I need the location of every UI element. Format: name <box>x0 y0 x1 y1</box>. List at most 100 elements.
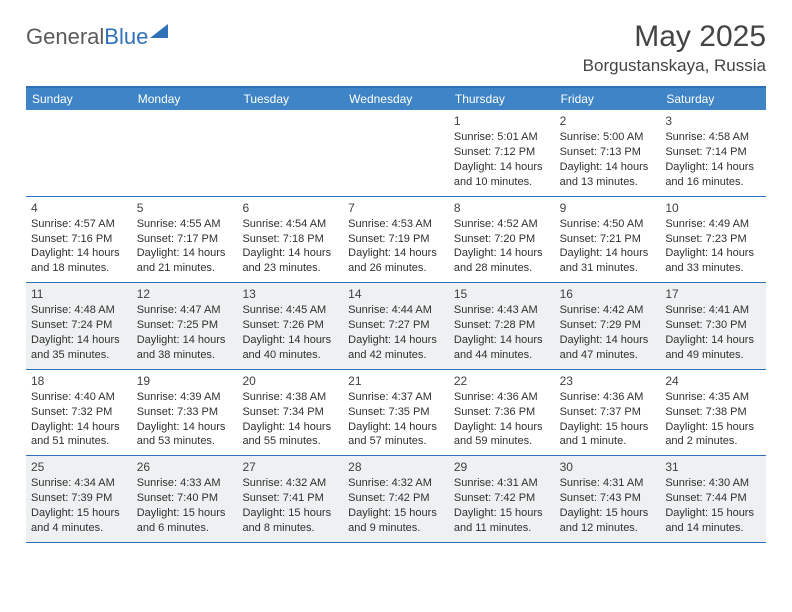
day-number: 2 <box>560 113 656 129</box>
day-number: 17 <box>665 286 761 302</box>
day-detail-line: Daylight: 14 hours and 49 minutes. <box>665 333 761 363</box>
week-row: 1Sunrise: 5:01 AMSunset: 7:12 PMDaylight… <box>26 110 766 197</box>
day-number: 29 <box>454 459 550 475</box>
day-detail-line: Sunrise: 4:38 AM <box>242 390 338 405</box>
day-number: 23 <box>560 373 656 389</box>
day-cell: 2Sunrise: 5:00 AMSunset: 7:13 PMDaylight… <box>555 110 661 196</box>
day-number: 7 <box>348 200 444 216</box>
day-detail-line: Sunset: 7:41 PM <box>242 491 338 506</box>
dayhead-row: SundayMondayTuesdayWednesdayThursdayFrid… <box>26 88 766 110</box>
day-detail-line: Daylight: 14 hours and 35 minutes. <box>31 333 127 363</box>
calendar-page: GeneralBlue May 2025 Borgustanskaya, Rus… <box>0 0 792 563</box>
day-number: 10 <box>665 200 761 216</box>
day-detail-line: Sunrise: 4:47 AM <box>137 303 233 318</box>
day-detail-line: Daylight: 15 hours and 9 minutes. <box>348 506 444 536</box>
day-detail-line: Sunset: 7:43 PM <box>560 491 656 506</box>
day-detail-line: Sunrise: 4:44 AM <box>348 303 444 318</box>
day-detail-line: Sunrise: 4:49 AM <box>665 217 761 232</box>
day-number: 20 <box>242 373 338 389</box>
dayhead-cell: Wednesday <box>343 88 449 110</box>
day-detail-line: Sunset: 7:29 PM <box>560 318 656 333</box>
dayhead-cell: Monday <box>132 88 238 110</box>
day-cell: 1Sunrise: 5:01 AMSunset: 7:12 PMDaylight… <box>449 110 555 196</box>
week-row: 4Sunrise: 4:57 AMSunset: 7:16 PMDaylight… <box>26 197 766 284</box>
dayhead-cell: Friday <box>555 88 661 110</box>
day-detail-line: Daylight: 15 hours and 14 minutes. <box>665 506 761 536</box>
day-detail-line: Daylight: 14 hours and 47 minutes. <box>560 333 656 363</box>
day-detail-line: Daylight: 15 hours and 8 minutes. <box>242 506 338 536</box>
day-cell: 31Sunrise: 4:30 AMSunset: 7:44 PMDayligh… <box>660 456 766 542</box>
dayhead-cell: Tuesday <box>237 88 343 110</box>
day-number: 25 <box>31 459 127 475</box>
day-detail-line: Sunset: 7:42 PM <box>454 491 550 506</box>
day-cell: 28Sunrise: 4:32 AMSunset: 7:42 PMDayligh… <box>343 456 449 542</box>
day-detail-line: Sunrise: 4:30 AM <box>665 476 761 491</box>
day-detail-line: Sunrise: 5:00 AM <box>560 130 656 145</box>
day-cell: 9Sunrise: 4:50 AMSunset: 7:21 PMDaylight… <box>555 197 661 283</box>
day-cell: 24Sunrise: 4:35 AMSunset: 7:38 PMDayligh… <box>660 370 766 456</box>
day-detail-line: Daylight: 14 hours and 53 minutes. <box>137 420 233 450</box>
day-detail-line: Daylight: 15 hours and 11 minutes. <box>454 506 550 536</box>
day-number: 14 <box>348 286 444 302</box>
day-detail-line: Sunset: 7:37 PM <box>560 405 656 420</box>
day-cell: 12Sunrise: 4:47 AMSunset: 7:25 PMDayligh… <box>132 283 238 369</box>
day-number: 1 <box>454 113 550 129</box>
day-number: 30 <box>560 459 656 475</box>
title-block: May 2025 Borgustanskaya, Russia <box>583 20 766 76</box>
day-detail-line: Sunset: 7:20 PM <box>454 232 550 247</box>
day-cell: 19Sunrise: 4:39 AMSunset: 7:33 PMDayligh… <box>132 370 238 456</box>
day-detail-line: Sunrise: 4:31 AM <box>454 476 550 491</box>
day-detail-line: Sunset: 7:16 PM <box>31 232 127 247</box>
day-detail-line: Sunset: 7:42 PM <box>348 491 444 506</box>
day-cell: 5Sunrise: 4:55 AMSunset: 7:17 PMDaylight… <box>132 197 238 283</box>
logo-text-part1: General <box>26 26 104 48</box>
day-number: 15 <box>454 286 550 302</box>
day-detail-line: Daylight: 14 hours and 55 minutes. <box>242 420 338 450</box>
day-detail-line: Sunrise: 4:52 AM <box>454 217 550 232</box>
day-detail-line: Sunset: 7:23 PM <box>665 232 761 247</box>
day-cell: 14Sunrise: 4:44 AMSunset: 7:27 PMDayligh… <box>343 283 449 369</box>
day-cell: 20Sunrise: 4:38 AMSunset: 7:34 PMDayligh… <box>237 370 343 456</box>
day-cell: 16Sunrise: 4:42 AMSunset: 7:29 PMDayligh… <box>555 283 661 369</box>
logo-triangle-icon <box>150 24 168 38</box>
day-detail-line: Sunrise: 4:32 AM <box>348 476 444 491</box>
day-detail-line: Sunrise: 4:31 AM <box>560 476 656 491</box>
day-detail-line: Daylight: 15 hours and 6 minutes. <box>137 506 233 536</box>
day-detail-line: Daylight: 14 hours and 21 minutes. <box>137 246 233 276</box>
day-detail-line: Daylight: 14 hours and 33 minutes. <box>665 246 761 276</box>
week-row: 18Sunrise: 4:40 AMSunset: 7:32 PMDayligh… <box>26 370 766 457</box>
day-number: 9 <box>560 200 656 216</box>
day-number: 3 <box>665 113 761 129</box>
day-detail-line: Sunset: 7:44 PM <box>665 491 761 506</box>
day-number: 22 <box>454 373 550 389</box>
day-number: 12 <box>137 286 233 302</box>
day-detail-line: Sunrise: 4:43 AM <box>454 303 550 318</box>
day-number: 28 <box>348 459 444 475</box>
day-cell: 25Sunrise: 4:34 AMSunset: 7:39 PMDayligh… <box>26 456 132 542</box>
day-number: 5 <box>137 200 233 216</box>
day-detail-line: Sunset: 7:24 PM <box>31 318 127 333</box>
day-cell: 22Sunrise: 4:36 AMSunset: 7:36 PMDayligh… <box>449 370 555 456</box>
day-detail-line: Sunset: 7:14 PM <box>665 145 761 160</box>
day-cell: 7Sunrise: 4:53 AMSunset: 7:19 PMDaylight… <box>343 197 449 283</box>
day-detail-line: Sunset: 7:28 PM <box>454 318 550 333</box>
day-number: 18 <box>31 373 127 389</box>
day-detail-line: Sunrise: 4:35 AM <box>665 390 761 405</box>
day-detail-line: Sunrise: 4:57 AM <box>31 217 127 232</box>
logo: GeneralBlue <box>26 20 168 48</box>
day-detail-line: Daylight: 15 hours and 12 minutes. <box>560 506 656 536</box>
day-cell: 27Sunrise: 4:32 AMSunset: 7:41 PMDayligh… <box>237 456 343 542</box>
day-cell: 6Sunrise: 4:54 AMSunset: 7:18 PMDaylight… <box>237 197 343 283</box>
day-detail-line: Sunset: 7:21 PM <box>560 232 656 247</box>
day-detail-line: Daylight: 14 hours and 13 minutes. <box>560 160 656 190</box>
day-detail-line: Daylight: 14 hours and 57 minutes. <box>348 420 444 450</box>
day-detail-line: Daylight: 14 hours and 44 minutes. <box>454 333 550 363</box>
week-row: 25Sunrise: 4:34 AMSunset: 7:39 PMDayligh… <box>26 456 766 543</box>
day-detail-line: Sunset: 7:36 PM <box>454 405 550 420</box>
dayhead-cell: Saturday <box>660 88 766 110</box>
day-cell: 29Sunrise: 4:31 AMSunset: 7:42 PMDayligh… <box>449 456 555 542</box>
day-detail-line: Sunrise: 4:48 AM <box>31 303 127 318</box>
day-detail-line: Daylight: 14 hours and 28 minutes. <box>454 246 550 276</box>
day-detail-line: Daylight: 14 hours and 10 minutes. <box>454 160 550 190</box>
day-detail-line: Sunset: 7:17 PM <box>137 232 233 247</box>
